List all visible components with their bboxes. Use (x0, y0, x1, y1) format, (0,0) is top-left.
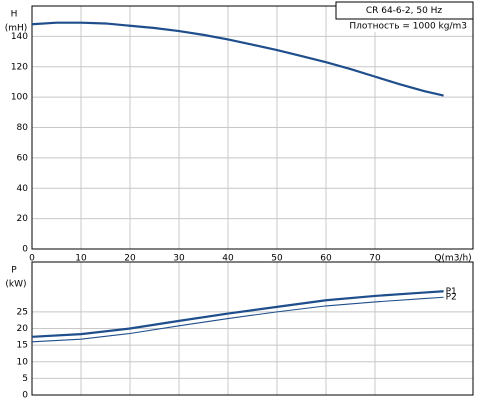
y-tick-label: 5 (22, 374, 28, 384)
y-axis-unit: (kW) (5, 280, 26, 290)
y-tick-label: 20 (17, 324, 29, 334)
series-label: P2 (446, 293, 457, 303)
curve (31, 21, 444, 97)
y-tick-label: 25 (17, 307, 28, 317)
y-tick-label: 100 (11, 93, 28, 103)
info-density: Плотность = 1000 kg/m3 (349, 22, 467, 32)
y-tick-label: 40 (17, 184, 29, 194)
y-tick-label: 120 (11, 62, 28, 72)
y-tick-label: 15 (17, 341, 28, 351)
x-tick-label: 60 (320, 254, 332, 264)
x-tick-label: 50 (271, 254, 283, 264)
plot-frame (31, 5, 474, 250)
x-axis-label: Q(m3/h) (434, 254, 471, 264)
y-tick-label: 60 (17, 153, 29, 163)
info-box (335, 1, 474, 20)
info-title: CR 64-6-2, 50 Hz (366, 6, 443, 16)
plot-frame (31, 261, 474, 396)
curve (31, 290, 444, 338)
y-tick-label: 140 (11, 32, 28, 42)
x-tick-label: 70 (369, 254, 381, 264)
series-label: P1 (446, 287, 457, 297)
y-axis-label: P (11, 266, 17, 276)
x-tick-label: 0 (29, 254, 35, 264)
y-axis-label: H (11, 10, 18, 20)
y-tick-label: 0 (22, 245, 28, 255)
y-axis-unit: (mH) (5, 24, 28, 34)
x-tick-label: 20 (124, 254, 136, 264)
y-tick-label: 80 (17, 123, 29, 133)
x-tick-label: 10 (75, 254, 87, 264)
x-tick-label: 30 (173, 254, 185, 264)
y-tick-label: 10 (17, 357, 29, 367)
y-tick-label: 0 (22, 391, 28, 401)
x-tick-label: 40 (222, 254, 234, 264)
y-tick-label: 20 (17, 214, 29, 224)
curve (31, 296, 444, 343)
info-bg (337, 20, 472, 32)
